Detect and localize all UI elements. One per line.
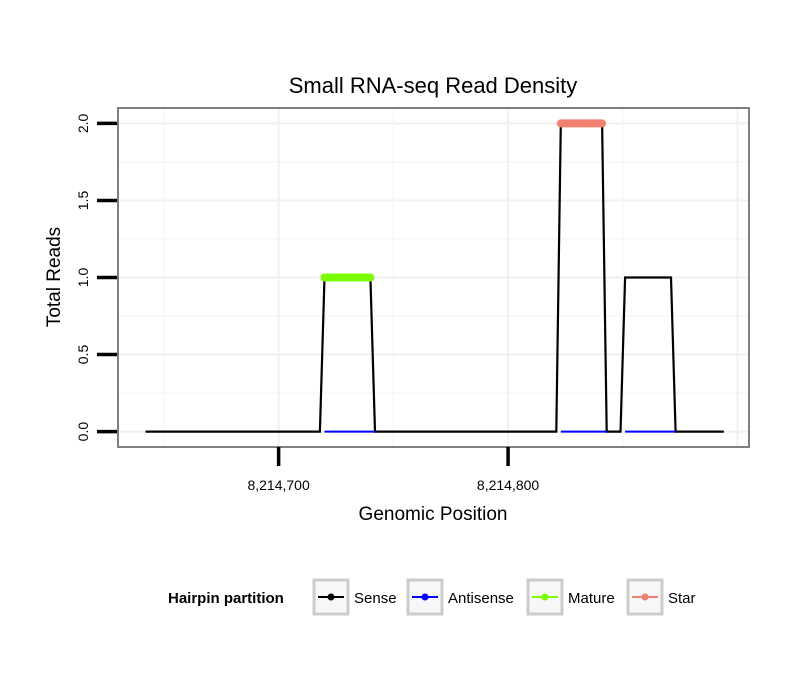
y-tick-label: 2.0 (75, 113, 91, 133)
y-tick-label: 0.0 (75, 422, 91, 442)
legend-label-star: Star (668, 590, 696, 607)
legend-key-box (526, 578, 564, 616)
y-axis-title: Total Reads (44, 227, 65, 327)
plot-panel-border (117, 107, 750, 448)
series-layer (145, 119, 724, 433)
legend-key-point (541, 593, 549, 601)
legend-key-point (421, 593, 429, 601)
legend: Hairpin partition Sense Antisense Mature St… (168, 578, 696, 616)
y-tick-label: 1.5 (75, 191, 91, 211)
x-tick-label: 8,214,800 (477, 477, 539, 493)
legend-label-antisense: Antisense (448, 590, 514, 607)
legend-label-sense: Sense (354, 590, 397, 607)
chart-title: Small RNA-seq Read Density (289, 73, 578, 98)
y-tick-label: 1.0 (75, 268, 91, 288)
legend-title: Hairpin partition (168, 590, 284, 607)
x-axis-title: Genomic Position (359, 504, 508, 525)
x-axis: 8,214,700 8,214,800 (247, 447, 539, 493)
legend-label-mature: Mature (568, 590, 615, 607)
legend-key-point (641, 593, 649, 601)
legend-key-point (327, 593, 335, 601)
x-tick-label: 8,214,700 (247, 477, 309, 493)
y-axis: 0.0 0.5 1.0 1.5 2.0 (75, 113, 117, 441)
y-tick-label: 0.5 (75, 345, 91, 365)
